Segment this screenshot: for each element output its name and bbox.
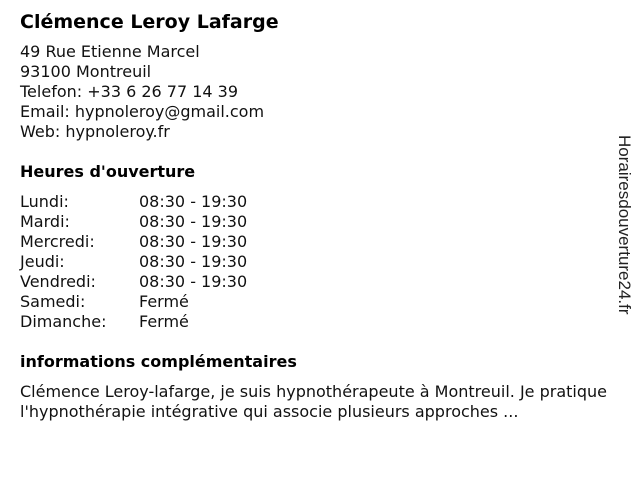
- day-label: Jeudi:: [20, 252, 65, 271]
- hours-row: Lundi: 08:30 - 19:30: [20, 192, 247, 212]
- contact-block: 49 Rue Etienne Marcel 93100 Montreuil Te…: [20, 42, 610, 142]
- day-hours: Fermé: [139, 292, 189, 311]
- email: Email: hypnoleroy@gmail.com: [20, 102, 265, 121]
- hours-row: Dimanche: Fermé: [20, 312, 247, 332]
- watermark: Horairesdouverture24.fr: [615, 135, 634, 315]
- hours-heading: Heures d'ouverture: [20, 162, 196, 181]
- day-hours: 08:30 - 19:30: [139, 232, 248, 251]
- hours-row: Jeudi: 08:30 - 19:30: [20, 252, 247, 272]
- info-text: Clémence Leroy-lafarge, je suis hypnothé…: [20, 382, 607, 421]
- hours-row: Samedi: Fermé: [20, 292, 247, 312]
- info-heading: informations complémentaires: [20, 352, 297, 371]
- day-hours: 08:30 - 19:30: [139, 272, 248, 291]
- phone: Telefon: +33 6 26 77 14 39: [20, 82, 239, 101]
- day-label: Vendredi:: [20, 272, 96, 291]
- day-hours: 08:30 - 19:30: [139, 252, 248, 271]
- day-hours: Fermé: [139, 312, 189, 331]
- business-card: Clémence Leroy Lafarge 49 Rue Etienne Ma…: [20, 10, 610, 422]
- address-line2: 93100 Montreuil: [20, 62, 152, 81]
- day-label: Mercredi:: [20, 232, 95, 251]
- website: Web: hypnoleroy.fr: [20, 122, 170, 141]
- day-label: Mardi:: [20, 212, 70, 231]
- day-label: Dimanche:: [20, 312, 107, 331]
- hours-row: Mercredi: 08:30 - 19:30: [20, 232, 247, 252]
- day-hours: 08:30 - 19:30: [139, 212, 248, 231]
- address-line1: 49 Rue Etienne Marcel: [20, 42, 200, 61]
- hours-row: Mardi: 08:30 - 19:30: [20, 212, 247, 232]
- business-name: Clémence Leroy Lafarge: [20, 11, 279, 33]
- day-hours: 08:30 - 19:30: [139, 192, 248, 211]
- day-label: Lundi:: [20, 192, 69, 211]
- hours-table: Lundi: 08:30 - 19:30 Mardi: 08:30 - 19:30 Me…: [20, 192, 247, 332]
- hours-row: Vendredi: 08:30 - 19:30: [20, 272, 247, 292]
- day-label: Samedi:: [20, 292, 86, 311]
